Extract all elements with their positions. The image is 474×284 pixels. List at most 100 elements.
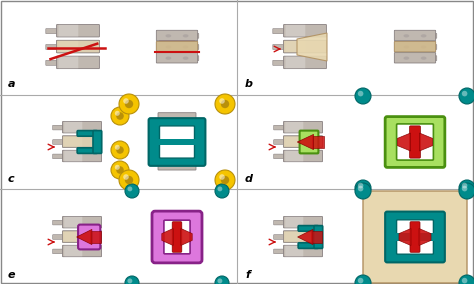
Circle shape [128, 278, 132, 283]
Polygon shape [298, 229, 313, 245]
FancyBboxPatch shape [363, 191, 467, 283]
FancyBboxPatch shape [63, 216, 101, 228]
FancyBboxPatch shape [285, 122, 303, 133]
FancyBboxPatch shape [63, 150, 101, 162]
FancyBboxPatch shape [77, 131, 97, 136]
FancyBboxPatch shape [56, 40, 100, 53]
FancyBboxPatch shape [64, 245, 82, 256]
FancyBboxPatch shape [283, 24, 327, 37]
Ellipse shape [166, 119, 172, 125]
FancyBboxPatch shape [273, 60, 285, 65]
FancyBboxPatch shape [58, 57, 78, 68]
FancyBboxPatch shape [78, 225, 100, 249]
Circle shape [111, 107, 129, 125]
Circle shape [215, 170, 235, 190]
Circle shape [459, 180, 474, 196]
FancyBboxPatch shape [64, 151, 82, 162]
Circle shape [116, 112, 124, 120]
FancyBboxPatch shape [189, 45, 199, 49]
Ellipse shape [166, 139, 172, 145]
Ellipse shape [182, 159, 188, 165]
FancyBboxPatch shape [300, 131, 319, 153]
Circle shape [462, 278, 467, 283]
Circle shape [459, 88, 474, 104]
FancyBboxPatch shape [172, 222, 182, 252]
Circle shape [111, 141, 129, 159]
FancyBboxPatch shape [283, 136, 322, 147]
FancyBboxPatch shape [283, 245, 322, 257]
Circle shape [355, 88, 371, 104]
Polygon shape [157, 36, 197, 51]
FancyBboxPatch shape [152, 211, 202, 263]
FancyBboxPatch shape [189, 56, 199, 60]
FancyBboxPatch shape [285, 41, 305, 53]
FancyBboxPatch shape [46, 45, 58, 49]
FancyBboxPatch shape [283, 122, 322, 133]
FancyBboxPatch shape [64, 217, 82, 228]
Circle shape [459, 183, 474, 199]
FancyBboxPatch shape [273, 45, 285, 49]
FancyBboxPatch shape [427, 45, 437, 49]
FancyBboxPatch shape [63, 231, 101, 242]
FancyBboxPatch shape [283, 231, 322, 242]
Ellipse shape [165, 34, 171, 37]
FancyBboxPatch shape [158, 153, 196, 170]
FancyBboxPatch shape [285, 231, 303, 242]
FancyBboxPatch shape [77, 148, 97, 153]
FancyBboxPatch shape [56, 56, 100, 69]
FancyBboxPatch shape [164, 220, 190, 254]
FancyBboxPatch shape [53, 235, 64, 239]
Circle shape [215, 184, 229, 198]
Ellipse shape [183, 45, 189, 49]
FancyBboxPatch shape [46, 60, 58, 65]
FancyBboxPatch shape [53, 125, 64, 130]
Circle shape [123, 98, 129, 104]
FancyBboxPatch shape [158, 113, 196, 130]
Circle shape [115, 111, 120, 116]
Text: f: f [245, 270, 250, 280]
Bar [387, 233, 443, 241]
Text: c: c [8, 174, 15, 184]
FancyBboxPatch shape [63, 231, 101, 242]
FancyBboxPatch shape [285, 136, 303, 147]
FancyBboxPatch shape [156, 41, 198, 52]
FancyBboxPatch shape [394, 30, 436, 41]
Circle shape [459, 275, 474, 284]
FancyBboxPatch shape [283, 216, 322, 228]
Ellipse shape [165, 57, 171, 60]
FancyBboxPatch shape [394, 41, 436, 52]
FancyBboxPatch shape [64, 136, 82, 147]
Circle shape [125, 184, 139, 198]
Polygon shape [399, 229, 411, 245]
Circle shape [219, 174, 225, 180]
FancyBboxPatch shape [188, 158, 197, 166]
Circle shape [355, 180, 371, 196]
FancyBboxPatch shape [90, 231, 101, 243]
Circle shape [218, 187, 222, 191]
FancyBboxPatch shape [188, 118, 197, 126]
FancyBboxPatch shape [53, 220, 64, 225]
FancyBboxPatch shape [188, 138, 197, 146]
FancyBboxPatch shape [46, 29, 58, 34]
FancyBboxPatch shape [285, 25, 305, 37]
FancyBboxPatch shape [427, 34, 437, 38]
Circle shape [128, 187, 132, 191]
Circle shape [219, 98, 225, 104]
Circle shape [125, 100, 133, 108]
FancyBboxPatch shape [298, 225, 319, 231]
Ellipse shape [403, 34, 409, 37]
Circle shape [115, 165, 120, 170]
Circle shape [221, 176, 229, 184]
FancyBboxPatch shape [53, 154, 64, 159]
Ellipse shape [403, 45, 409, 49]
FancyBboxPatch shape [311, 136, 324, 148]
FancyBboxPatch shape [385, 117, 445, 167]
FancyBboxPatch shape [63, 136, 101, 147]
Circle shape [221, 100, 229, 108]
FancyBboxPatch shape [285, 217, 303, 228]
FancyBboxPatch shape [273, 125, 285, 130]
FancyBboxPatch shape [298, 243, 319, 248]
Polygon shape [397, 133, 410, 151]
FancyBboxPatch shape [385, 212, 445, 262]
FancyBboxPatch shape [158, 133, 196, 150]
